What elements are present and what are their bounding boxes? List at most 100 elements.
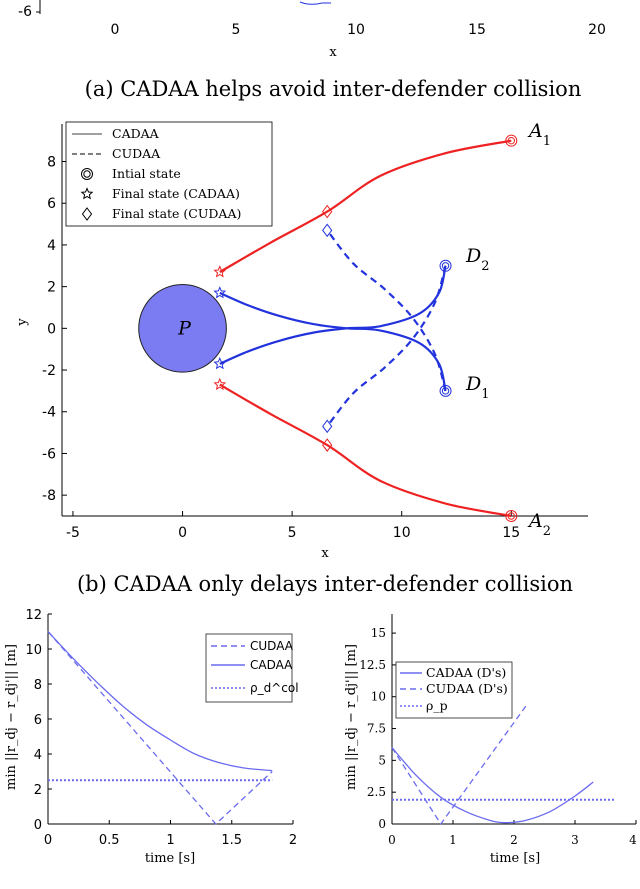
- top-x-axis-label: x: [329, 45, 337, 60]
- d-x-tick-label: 1: [449, 833, 457, 847]
- b-final-cadaa-marker-attacker-1: [213, 265, 227, 278]
- b-attacker2-cudaa-final: [322, 438, 333, 452]
- c-y-tick-label: 2: [34, 783, 42, 798]
- d-x-axis-label: time [s]: [490, 851, 540, 866]
- b-agent-label-D1: D1: [465, 373, 490, 402]
- c-y-tick-label: 10: [25, 643, 42, 658]
- b-initial-marker-attacker-2: [505, 510, 518, 522]
- b-legend-box: [65, 121, 273, 227]
- c-x-axis-label: time [s]: [145, 851, 195, 866]
- b-final-cadaa-marker-cadaa-d1: [213, 286, 227, 299]
- d-y-tick-label: 7.5: [367, 722, 386, 736]
- top-x-tick-label: 20: [588, 22, 606, 38]
- b-x-axis-label: x: [321, 546, 329, 561]
- c-y-tick-label: 12: [25, 608, 42, 623]
- c-series-dashed: [47, 631, 273, 825]
- b-initial-marker-cadaa-d1-inner: [441, 387, 450, 395]
- d-y-tick-label: 5: [378, 753, 386, 767]
- b-legend-entry: Intial state: [112, 166, 181, 181]
- b-legend-entry: CUDAA: [112, 146, 161, 161]
- d-y-tick-label: 2.5: [367, 785, 386, 799]
- b-x-tick-label: 0: [178, 525, 187, 541]
- d-legend-entry: CUDAA (D's): [426, 681, 508, 696]
- b-y-tick-label: 2: [47, 280, 56, 296]
- b-final-cudaa-marker-cudaa-d2: [322, 419, 333, 434]
- c-series-solid: [47, 631, 273, 772]
- c-x-tick-label: 1.5: [221, 833, 242, 848]
- b-legend-swatch-final-cudaa: [81, 207, 93, 221]
- d-series-solid: [391, 747, 594, 824]
- c-legend-entry: ρ_d^col: [250, 681, 299, 695]
- top-x-tick-label: 5: [232, 22, 241, 38]
- c-y-axis-label: min ||r_dj − r_dj'|| [m]: [4, 644, 19, 790]
- b-series-cadaa-d2: [219, 265, 447, 365]
- b-y-tick-label: 6: [47, 196, 56, 212]
- b-initial-marker-cadaa-d1: [439, 384, 452, 397]
- d-x-tick-label: 3: [571, 833, 579, 847]
- caption-a: (a) CADAA helps avoid inter-defender col…: [85, 77, 582, 101]
- d-legend-entry: CADAA (D's): [426, 665, 506, 680]
- c-y-tick-label: 6: [34, 713, 42, 728]
- b-series-cudaa-d2: [326, 265, 447, 427]
- d-legend-entry: ρ_p: [426, 698, 448, 713]
- d-y-tick-label: 0: [378, 817, 386, 831]
- d-legend-box: [395, 661, 513, 719]
- c-y-tick-label: 8: [34, 678, 42, 693]
- d-y-axis-label: min ||r_dj − r_dj'|| [m]: [344, 644, 359, 790]
- b-initial-marker-attacker-2-inner: [507, 512, 515, 520]
- b-y-tick-label: -8: [42, 488, 56, 504]
- c-x-tick-label: 1: [166, 833, 174, 848]
- b-legend-entry: CADAA: [112, 126, 160, 141]
- caption-b: (b) CADAA only delays inter-defender col…: [77, 572, 573, 596]
- b-x-tick-label: -5: [66, 525, 80, 541]
- b-initial-marker-cadaa-d2: [439, 259, 452, 272]
- b-x-tick-label: 10: [393, 525, 411, 541]
- d-x-tick-label: 0: [388, 833, 396, 847]
- c-legend-entry: CUDAA: [250, 639, 294, 653]
- b-initial-marker-cadaa-d2-inner: [441, 262, 450, 270]
- b-agent-label-A1: A1: [527, 120, 551, 149]
- b-y-tick-label: 8: [47, 155, 56, 171]
- b-final-cadaa-marker-attacker-2: [213, 377, 227, 391]
- b-final-cadaa-marker-cadaa-d2: [213, 357, 227, 370]
- b-y-tick-label: 4: [47, 238, 56, 254]
- b-final-cudaa-marker-cudaa-d1: [322, 223, 333, 238]
- c-legend-entry: CADAA: [250, 658, 293, 672]
- b-x-tick-label: 15: [502, 525, 520, 541]
- top-remnant-marker: [299, 1, 323, 5]
- c-legend-box: [205, 633, 293, 703]
- b-agent-label-D2: D2: [465, 245, 490, 274]
- b-initial-marker-attacker-1-inner: [507, 136, 515, 145]
- top-y-tick-label: -6: [18, 4, 32, 20]
- b-y-tick-label: -6: [42, 446, 56, 462]
- top-x-tick-label: 15: [468, 22, 486, 38]
- protected-area-label: P: [177, 317, 192, 339]
- b-legend-swatch-initial: [81, 168, 93, 180]
- b-legend-entry: Final state (CUDAA): [112, 206, 241, 221]
- b-y-axis-label: y: [15, 318, 30, 327]
- b-x-tick-label: 5: [288, 525, 297, 541]
- b-agent-label-A2: A2: [527, 510, 551, 539]
- top-x-tick-label: 10: [347, 22, 365, 38]
- c-x-tick-label: 2: [289, 833, 297, 848]
- b-attacker1-cudaa-final: [322, 204, 333, 219]
- b-series-cudaa-d1: [326, 229, 447, 392]
- b-series-cadaa-d1: [219, 291, 447, 392]
- b-y-tick-label: 0: [47, 321, 56, 337]
- b-legend-swatch-initial-inner: [83, 170, 91, 178]
- b-legend-entry: Final state (CADAA): [112, 186, 240, 201]
- top-x-tick-label: 0: [111, 22, 120, 38]
- d-y-tick-label: 12.5: [359, 658, 386, 672]
- b-series-attacker-1: [219, 139, 512, 273]
- d-x-tick-label: 4: [629, 833, 637, 847]
- b-legend-swatch-final-cadaa: [80, 187, 94, 200]
- d-series-dashed: [391, 705, 527, 826]
- protected-area-circle: [138, 284, 227, 373]
- d-y-tick-label: 15: [371, 626, 386, 640]
- b-series-attacker-2: [219, 383, 512, 518]
- c-y-tick-label: 4: [34, 748, 42, 763]
- b-y-tick-label: -4: [42, 405, 56, 421]
- b-initial-marker-attacker-1: [505, 134, 518, 147]
- c-y-tick-label: 0: [34, 818, 42, 833]
